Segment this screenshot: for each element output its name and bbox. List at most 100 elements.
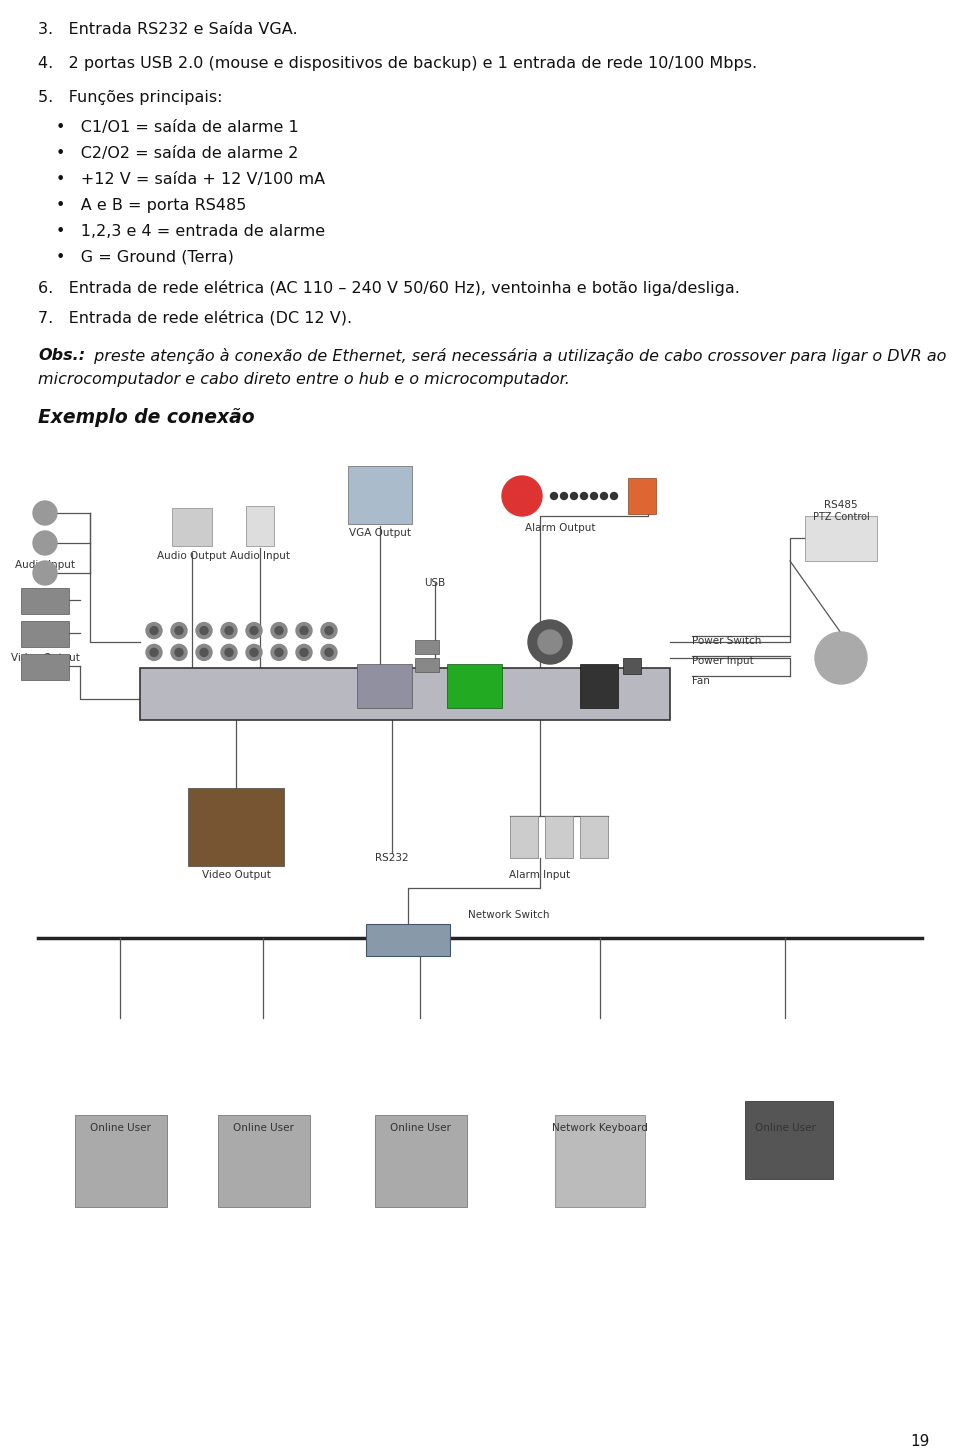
Circle shape (196, 644, 212, 660)
Text: •   +12 V = saída + 12 V/100 mA: • +12 V = saída + 12 V/100 mA (56, 172, 325, 188)
Text: Video Output: Video Output (11, 653, 80, 663)
Circle shape (200, 627, 208, 634)
Circle shape (246, 622, 262, 638)
Circle shape (275, 627, 283, 634)
Circle shape (581, 493, 588, 500)
Circle shape (196, 622, 212, 638)
FancyBboxPatch shape (415, 640, 439, 654)
Circle shape (171, 622, 187, 638)
Circle shape (250, 648, 258, 656)
Text: Video Output: Video Output (202, 869, 271, 880)
Circle shape (175, 648, 183, 656)
Text: 3.   Entrada RS232 e Saída VGA.: 3. Entrada RS232 e Saída VGA. (38, 22, 298, 36)
Text: Obs.:: Obs.: (38, 348, 85, 364)
Circle shape (570, 493, 578, 500)
Text: Online User: Online User (755, 1122, 815, 1133)
Text: Online User: Online User (232, 1122, 294, 1133)
Text: RS485: RS485 (825, 500, 858, 510)
Circle shape (150, 627, 158, 634)
FancyBboxPatch shape (172, 507, 212, 547)
FancyBboxPatch shape (623, 659, 641, 675)
FancyBboxPatch shape (21, 621, 69, 647)
FancyBboxPatch shape (580, 816, 608, 858)
Circle shape (33, 502, 57, 525)
Text: preste atenção à conexão de Ethernet, será necessária a utilização de cabo cross: preste atenção à conexão de Ethernet, se… (89, 348, 947, 364)
Text: VGA Output: VGA Output (349, 528, 411, 538)
Circle shape (528, 619, 572, 664)
Text: Network Keyboard: Network Keyboard (552, 1122, 648, 1133)
Text: •   C1/O1 = saída de alarme 1: • C1/O1 = saída de alarme 1 (56, 121, 299, 135)
Circle shape (171, 644, 187, 660)
Text: Audio Input: Audio Input (230, 551, 290, 561)
FancyBboxPatch shape (375, 1115, 467, 1207)
Circle shape (601, 493, 608, 500)
Circle shape (33, 531, 57, 555)
FancyBboxPatch shape (75, 1115, 167, 1207)
Circle shape (225, 648, 233, 656)
Circle shape (296, 622, 312, 638)
Circle shape (221, 622, 237, 638)
Text: 7.   Entrada de rede elétrica (DC 12 V).: 7. Entrada de rede elétrica (DC 12 V). (38, 310, 352, 326)
FancyBboxPatch shape (21, 587, 69, 614)
Circle shape (175, 627, 183, 634)
Circle shape (33, 561, 57, 585)
Text: Network Switch: Network Switch (468, 910, 549, 920)
FancyBboxPatch shape (745, 1101, 833, 1179)
FancyBboxPatch shape (21, 654, 69, 680)
Text: Fan: Fan (692, 676, 709, 686)
FancyBboxPatch shape (510, 816, 538, 858)
FancyBboxPatch shape (366, 923, 450, 955)
FancyBboxPatch shape (348, 465, 412, 523)
FancyBboxPatch shape (415, 659, 439, 672)
Text: •   1,2,3 e 4 = entrada de alarme: • 1,2,3 e 4 = entrada de alarme (56, 224, 325, 238)
Text: microcomputador e cabo direto entre o hub e o microcomputador.: microcomputador e cabo direto entre o hu… (38, 372, 570, 387)
FancyBboxPatch shape (218, 1115, 310, 1207)
Circle shape (502, 475, 542, 516)
FancyBboxPatch shape (246, 506, 274, 547)
Text: Audio Input: Audio Input (15, 560, 75, 570)
Circle shape (815, 632, 867, 683)
Circle shape (325, 627, 333, 634)
Circle shape (221, 644, 237, 660)
Text: Online User: Online User (89, 1122, 151, 1133)
Text: •   G = Ground (Terra): • G = Ground (Terra) (56, 250, 234, 265)
Circle shape (275, 648, 283, 656)
Text: 19: 19 (911, 1434, 930, 1450)
Circle shape (146, 644, 162, 660)
FancyBboxPatch shape (357, 664, 412, 708)
Circle shape (538, 630, 562, 654)
Circle shape (271, 622, 287, 638)
Circle shape (146, 622, 162, 638)
Circle shape (246, 644, 262, 660)
Circle shape (611, 493, 617, 500)
Text: Exemplo de conexão: Exemplo de conexão (38, 409, 254, 427)
Text: Power Switch: Power Switch (692, 635, 761, 646)
Text: Power Input: Power Input (692, 656, 754, 666)
Text: Alarm Output: Alarm Output (525, 523, 595, 534)
Circle shape (325, 648, 333, 656)
Circle shape (561, 493, 567, 500)
FancyBboxPatch shape (628, 478, 656, 515)
Circle shape (200, 648, 208, 656)
Text: Alarm Input: Alarm Input (510, 869, 570, 880)
Text: 6.   Entrada de rede elétrica (AC 110 – 240 V 50/60 Hz), ventoinha e botão liga/: 6. Entrada de rede elétrica (AC 110 – 24… (38, 281, 740, 297)
Circle shape (225, 627, 233, 634)
Circle shape (150, 648, 158, 656)
Circle shape (590, 493, 597, 500)
Text: USB: USB (424, 579, 445, 587)
Text: Online User: Online User (390, 1122, 450, 1133)
Circle shape (321, 622, 337, 638)
Circle shape (296, 644, 312, 660)
Circle shape (271, 644, 287, 660)
Text: 4.   2 portas USB 2.0 (mouse e dispositivos de backup) e 1 entrada de rede 10/10: 4. 2 portas USB 2.0 (mouse e dispositivo… (38, 57, 757, 71)
Circle shape (321, 644, 337, 660)
Text: •   A e B = porta RS485: • A e B = porta RS485 (56, 198, 247, 212)
Text: RS232: RS232 (375, 853, 409, 864)
Text: 5.   Funções principais:: 5. Funções principais: (38, 90, 223, 105)
FancyBboxPatch shape (580, 664, 618, 708)
FancyBboxPatch shape (545, 816, 573, 858)
Text: •   C2/O2 = saída de alarme 2: • C2/O2 = saída de alarme 2 (56, 145, 299, 161)
Circle shape (300, 627, 308, 634)
FancyBboxPatch shape (447, 664, 502, 708)
Circle shape (550, 493, 558, 500)
